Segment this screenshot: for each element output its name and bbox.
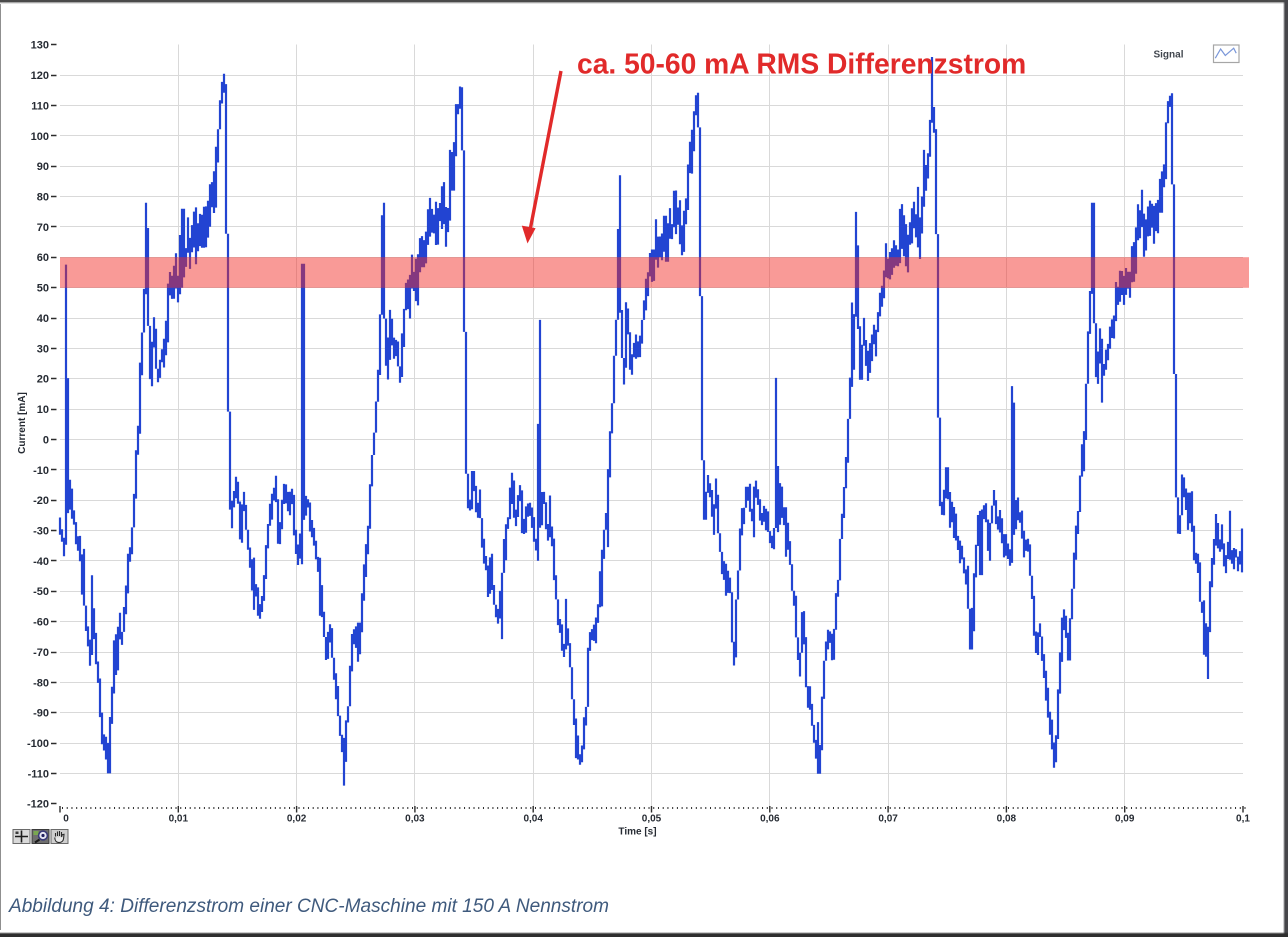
svg-text:50: 50 [37,283,49,295]
svg-text:Signal: Signal [1153,50,1183,61]
svg-text:30: 30 [37,343,49,355]
svg-text:130: 130 [31,40,49,52]
svg-text:0,07: 0,07 [878,814,898,825]
svg-text:0,09: 0,09 [1115,814,1135,825]
svg-text:-70: -70 [33,647,49,659]
svg-text:-60: -60 [33,617,49,629]
svg-text:-120: -120 [27,799,49,811]
svg-text:-100: -100 [27,738,49,750]
svg-text:90: 90 [37,161,49,173]
svg-text:70: 70 [37,222,49,234]
svg-text:Current [mA]: Current [mA] [17,392,28,454]
svg-text:0: 0 [63,814,69,825]
svg-text:0,08: 0,08 [997,814,1017,825]
svg-text:80: 80 [37,192,49,204]
svg-text:-50: -50 [33,586,49,598]
svg-text:0,1: 0,1 [1236,814,1250,825]
svg-text:-30: -30 [33,526,49,538]
svg-text:Time [s]: Time [s] [618,827,656,838]
svg-text:0,04: 0,04 [523,814,543,825]
svg-text:-90: -90 [33,708,49,720]
svg-text:0: 0 [43,434,49,446]
svg-text:ca. 50-60 mA RMS Differenzstro: ca. 50-60 mA RMS Differenzstrom [577,48,1026,80]
svg-text:10: 10 [37,404,49,416]
svg-text:0,05: 0,05 [642,814,662,825]
svg-text:-20: -20 [33,495,49,507]
svg-text:40: 40 [37,313,49,325]
svg-text:-110: -110 [28,768,49,780]
svg-text:100: 100 [31,131,49,143]
svg-text:-40: -40 [33,556,49,568]
svg-text:60: 60 [37,252,49,264]
svg-text:-10: -10 [33,465,49,477]
svg-text:20: 20 [37,374,49,386]
svg-text:0,03: 0,03 [405,814,425,825]
svg-text:0,06: 0,06 [760,814,780,825]
svg-text:0,02: 0,02 [287,814,307,825]
svg-text:110: 110 [31,100,49,112]
svg-text:0,01: 0,01 [169,814,189,825]
svg-text:-80: -80 [33,677,49,689]
svg-text:120: 120 [31,70,49,82]
